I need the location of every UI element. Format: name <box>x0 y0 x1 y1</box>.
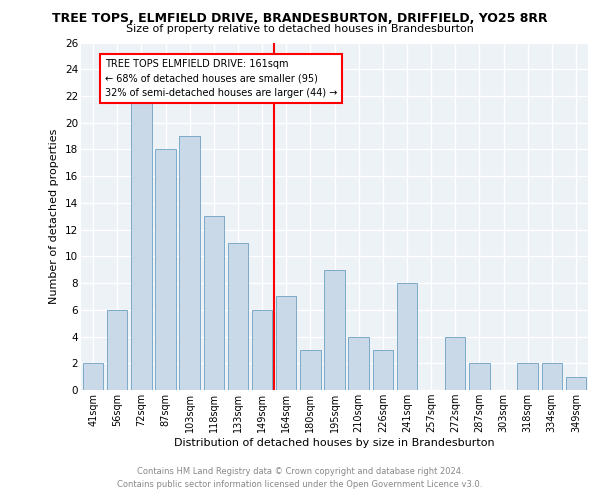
Y-axis label: Number of detached properties: Number of detached properties <box>49 128 59 304</box>
Text: Size of property relative to detached houses in Brandesburton: Size of property relative to detached ho… <box>126 24 474 34</box>
Bar <box>155 150 176 390</box>
Bar <box>131 96 152 390</box>
Bar <box>517 364 538 390</box>
Bar <box>300 350 320 390</box>
Bar <box>373 350 393 390</box>
Text: TREE TOPS, ELMFIELD DRIVE, BRANDESBURTON, DRIFFIELD, YO25 8RR: TREE TOPS, ELMFIELD DRIVE, BRANDESBURTON… <box>52 12 548 26</box>
Bar <box>469 364 490 390</box>
Bar <box>227 243 248 390</box>
Bar <box>252 310 272 390</box>
Bar <box>542 364 562 390</box>
Bar <box>397 283 417 390</box>
X-axis label: Distribution of detached houses by size in Brandesburton: Distribution of detached houses by size … <box>174 438 495 448</box>
Text: Contains HM Land Registry data © Crown copyright and database right 2024.
Contai: Contains HM Land Registry data © Crown c… <box>118 468 482 489</box>
Bar <box>349 336 369 390</box>
Text: TREE TOPS ELMFIELD DRIVE: 161sqm
← 68% of detached houses are smaller (95)
32% o: TREE TOPS ELMFIELD DRIVE: 161sqm ← 68% o… <box>105 58 338 98</box>
Bar <box>203 216 224 390</box>
Bar <box>107 310 127 390</box>
Bar <box>566 376 586 390</box>
Bar <box>179 136 200 390</box>
Bar <box>324 270 345 390</box>
Bar <box>83 364 103 390</box>
Bar <box>276 296 296 390</box>
Bar <box>445 336 466 390</box>
